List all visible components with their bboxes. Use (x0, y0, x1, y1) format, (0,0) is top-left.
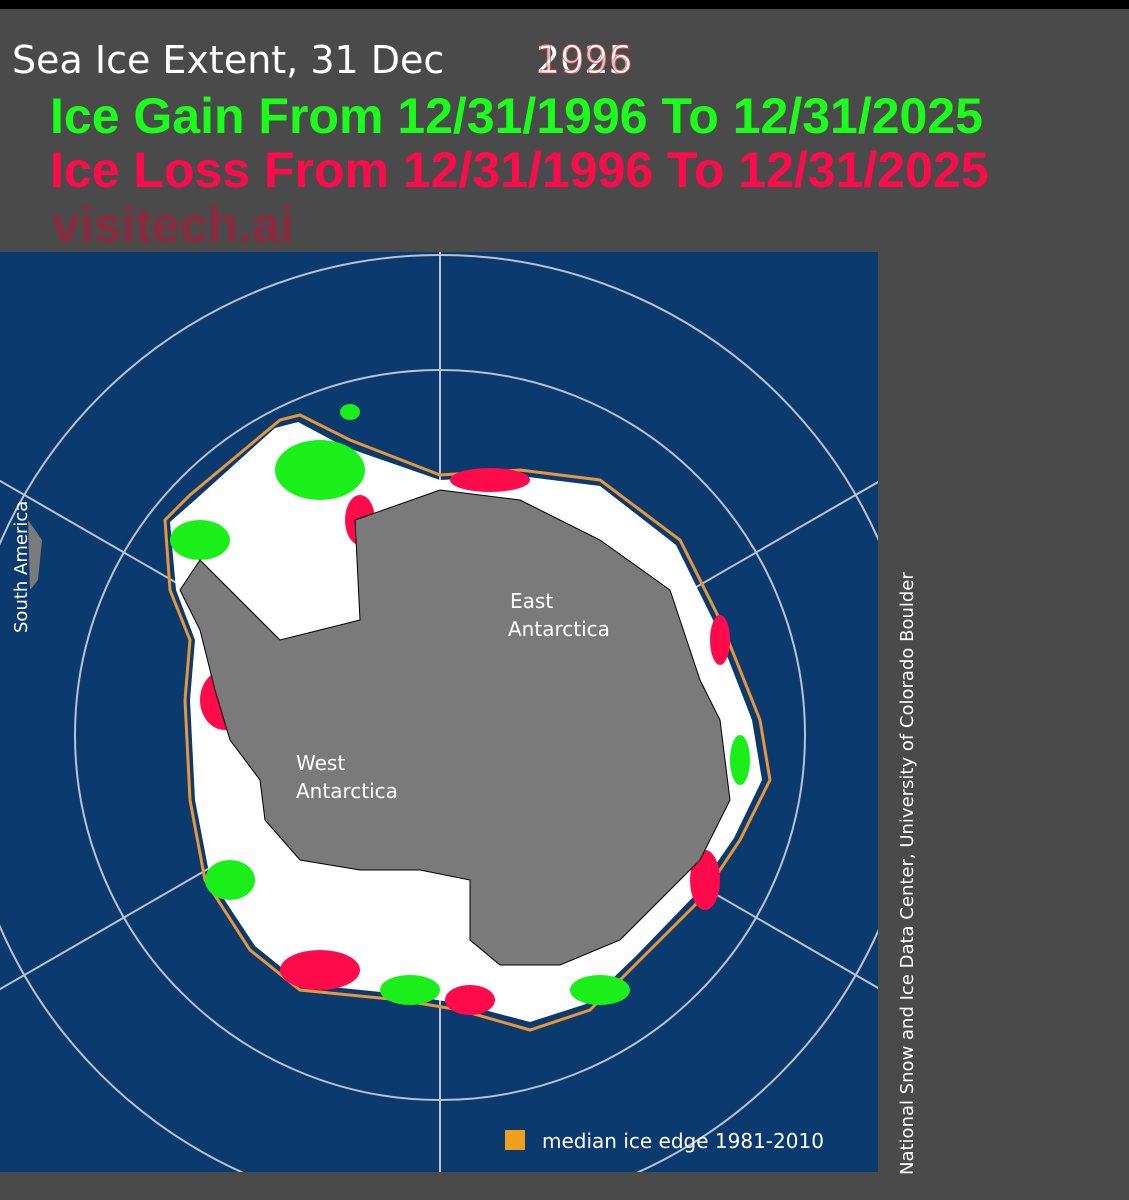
legend-label: median ice edge 1981-2010 (542, 1129, 824, 1153)
west-label: Antarctica (296, 779, 398, 803)
legend-swatch (505, 1130, 525, 1150)
watermark: visitech.ai (52, 197, 294, 253)
antarctica (179, 489, 731, 966)
east-label: Antarctica (508, 617, 610, 641)
top-strip (0, 0, 1129, 9)
west-label: West (296, 751, 345, 775)
credit: National Snow and Ice Data Center, Unive… (897, 572, 918, 1175)
ice-gain (170, 404, 750, 1005)
east-label: East (510, 589, 553, 613)
loss-caption: Ice Loss From 12/31/1996 To 12/31/2025 (50, 142, 989, 198)
map (0, 252, 878, 1172)
south-america-label: South America (11, 501, 32, 633)
title: Sea Ice Extent, 31 Dec (12, 38, 444, 82)
title-year: 2025 (536, 38, 633, 82)
gain-caption: Ice Gain From 12/31/1996 To 12/31/2025 (50, 88, 983, 144)
south-america-land (28, 520, 42, 590)
title-year-overlay: 1996 (536, 38, 633, 82)
